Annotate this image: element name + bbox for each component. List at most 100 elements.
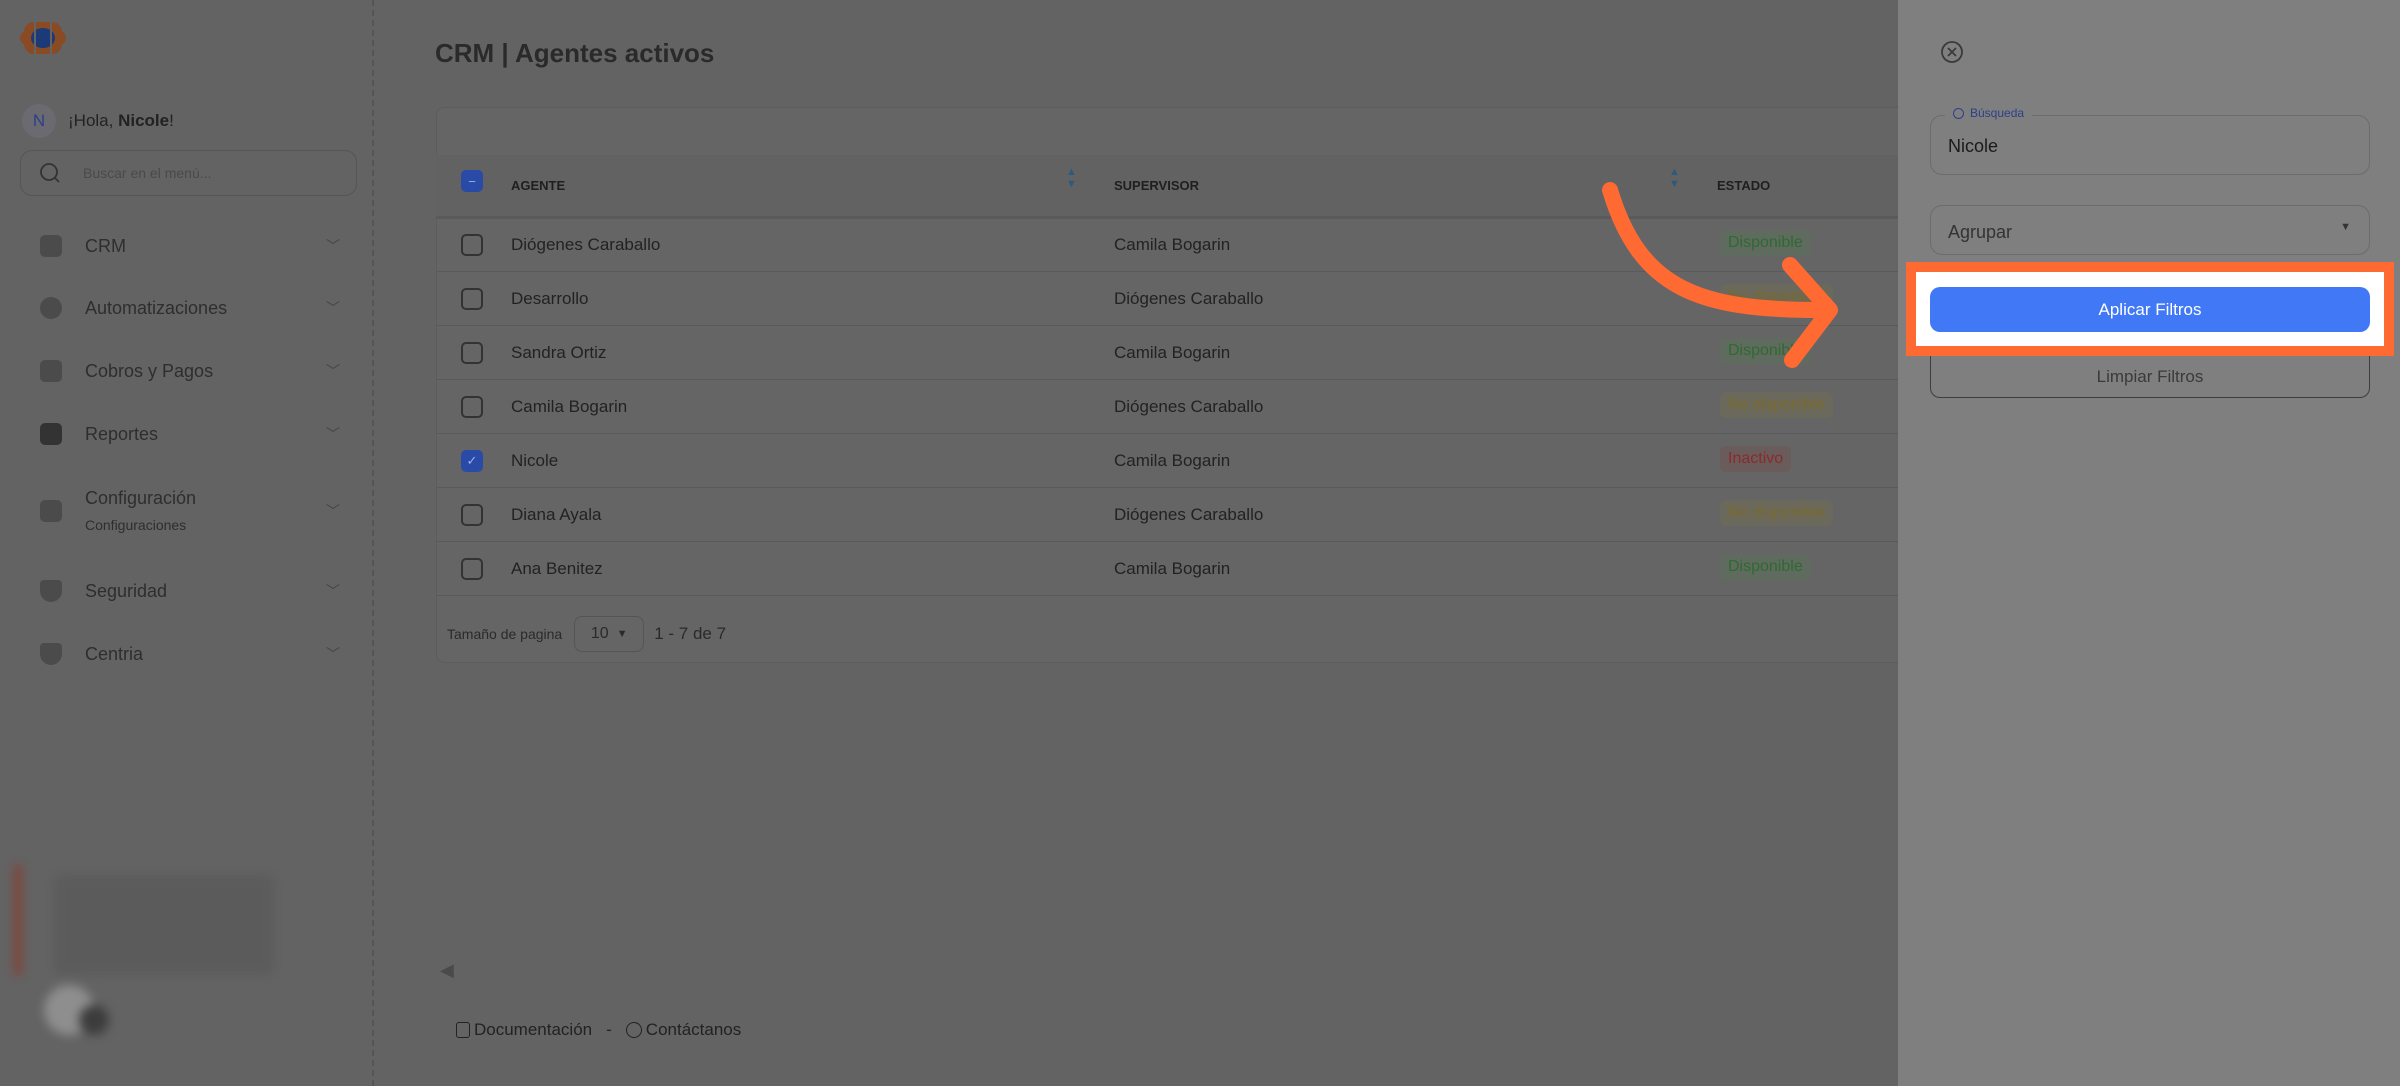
sort-icon[interactable]: ▲ ▼ — [1669, 166, 1680, 190]
annotation-arrow — [1602, 182, 1838, 368]
agente-cell: Ana Benitez — [511, 559, 603, 578]
clear-filters-button[interactable]: Limpiar Filtros — [1930, 356, 2370, 398]
agente-cell: Nicole — [511, 451, 559, 470]
page-size-label: Tamaño de pagina — [447, 626, 563, 642]
id-card-icon — [40, 360, 62, 382]
row-checkbox[interactable] — [461, 558, 483, 580]
sidebar-item-label: Configuración — [85, 488, 197, 508]
table-row[interactable] — [436, 272, 1936, 326]
caret-down-icon: ▼ — [616, 628, 628, 640]
row-checkbox[interactable]: ✓ — [461, 450, 483, 472]
greeting: N ¡Hola, Nicole! — [22, 104, 174, 138]
table-row[interactable] — [436, 326, 1936, 380]
column-header-supervisor[interactable]: SUPERVISOR — [1114, 178, 1200, 193]
contact-link[interactable]: Contáctanos — [625, 1020, 742, 1040]
supervisor-cell: Diógenes Caraballo — [1114, 397, 1264, 416]
table-row[interactable] — [436, 218, 1936, 272]
chevron-down-icon: ﹀ — [326, 583, 340, 599]
supervisor-cell: Camila Bogarin — [1114, 451, 1231, 470]
documentation-link[interactable]: Documentación — [456, 1020, 592, 1040]
table-row[interactable] — [436, 542, 1936, 596]
blurred-promo-card — [14, 855, 354, 1055]
busqueda-label-text: Búsqueda — [1970, 106, 2025, 120]
supervisor-cell: Camila Bogarin — [1114, 343, 1231, 362]
agrupar-select[interactable]: Agrupar ▼ — [1930, 205, 2370, 255]
sidebar-item-label: Reportes — [85, 423, 159, 444]
sidebar-item-label: Centria — [85, 643, 144, 664]
user-name: Nicole — [118, 111, 170, 130]
avatar[interactable]: N — [22, 104, 56, 138]
supervisor-cell: Camila Bogarin — [1114, 559, 1231, 578]
wallet-icon — [40, 423, 62, 445]
row-checkbox[interactable] — [461, 504, 483, 526]
busqueda-value: Nicole — [1948, 136, 1999, 156]
supervisor-cell: Diógenes Caraballo — [1114, 505, 1264, 524]
chevron-down-icon: ﹀ — [326, 502, 340, 519]
agrupar-placeholder: Agrupar — [1948, 222, 2013, 242]
documentation-label: Documentación — [474, 1020, 593, 1039]
sidebar-item-sublabel[interactable]: Configuraciones — [85, 517, 187, 533]
busqueda-field[interactable]: Búsqueda Nicole — [1930, 106, 2370, 175]
page-title: CRM | Agentes activos — [435, 38, 715, 68]
sidebar-item-reportes[interactable]: Reportes ﹀ — [40, 423, 340, 445]
sidebar-item-label: CRM — [85, 235, 126, 256]
search-icon — [1953, 107, 1964, 119]
page-size-value: 10 — [590, 625, 609, 642]
apply-filters-button[interactable]: Aplicar Filtros — [1930, 287, 2370, 332]
agente-cell: Sandra Ortiz — [511, 343, 607, 362]
chevron-down-icon: ﹀ — [326, 426, 340, 442]
row-checkbox[interactable] — [461, 234, 483, 256]
sidebar-item-cobros[interactable]: Cobros y Pagos ﹀ — [40, 360, 340, 382]
contact-label: Contáctanos — [645, 1020, 742, 1039]
hexagon-icon — [40, 297, 62, 319]
table-row[interactable] — [436, 434, 1936, 488]
sidebar-item-configuracion[interactable]: Configuración Configuraciones ﹀ — [40, 488, 340, 533]
collapse-sidebar-icon[interactable]: ◀ — [440, 960, 454, 980]
search-icon — [40, 163, 60, 183]
row-checkbox[interactable] — [461, 396, 483, 418]
sidebar: N ¡Hola, Nicole! Buscar en el menú... CR… — [0, 0, 374, 1086]
file-icon — [40, 235, 62, 257]
table-header — [436, 155, 1936, 219]
sidebar-item-label: Seguridad — [85, 580, 168, 601]
supervisor-cell: Camila Bogarin — [1114, 235, 1231, 254]
table-row[interactable] — [436, 488, 1936, 542]
whatsapp-icon — [625, 1022, 642, 1038]
document-icon — [456, 1022, 470, 1038]
sidebar-item-label: Automatizaciones — [85, 297, 228, 318]
column-header-agente[interactable]: AGENTE — [511, 178, 566, 193]
status-badge: No disponible — [1720, 392, 1833, 418]
table-row[interactable] — [436, 380, 1936, 434]
footer-separator: - — [606, 1020, 612, 1039]
chevron-down-icon: ﹀ — [326, 300, 340, 316]
row-checkbox[interactable] — [461, 342, 483, 364]
sidebar-item-automatizaciones[interactable]: Automatizaciones ﹀ — [40, 297, 340, 319]
supervisor-cell: Diógenes Caraballo — [1114, 289, 1264, 308]
book-icon — [40, 499, 62, 522]
close-icon[interactable] — [1940, 40, 1964, 64]
company-logo — [20, 22, 66, 54]
sidebar-item-centria[interactable]: Centria ﹀ — [40, 643, 340, 665]
select-all-checkbox[interactable]: − — [461, 170, 483, 192]
column-header-estado[interactable]: ESTADO — [1717, 178, 1771, 193]
menu-search-input[interactable]: Buscar en el menú... — [20, 150, 357, 196]
page-size-select[interactable]: 10 ▼ — [574, 616, 645, 652]
caret-down-icon: ▼ — [2340, 221, 2351, 233]
agente-cell: Diana Ayala — [511, 505, 602, 524]
chevron-down-icon: ﹀ — [326, 646, 340, 662]
agente-cell: Camila Bogarin — [511, 397, 628, 416]
shield-icon — [40, 580, 62, 602]
sidebar-item-seguridad[interactable]: Seguridad ﹀ — [40, 580, 340, 602]
status-badge: No disponible — [1720, 500, 1833, 526]
busqueda-label: Búsqueda — [1945, 106, 2033, 120]
page-range: 1 - 7 de 7 — [654, 624, 727, 643]
status-badge: Disponible — [1720, 230, 1811, 256]
status-badge: Disponible — [1720, 554, 1811, 580]
sort-icon[interactable]: ▲ ▼ — [1066, 166, 1077, 190]
sidebar-item-crm[interactable]: CRM ﹀ — [40, 235, 340, 257]
row-checkbox[interactable] — [461, 288, 483, 310]
shield-icon — [40, 643, 62, 665]
status-badge: Inactivo — [1720, 446, 1792, 472]
greeting-prefix: ¡Hola, — [68, 111, 114, 130]
search-placeholder: Buscar en el menú... — [83, 165, 212, 181]
